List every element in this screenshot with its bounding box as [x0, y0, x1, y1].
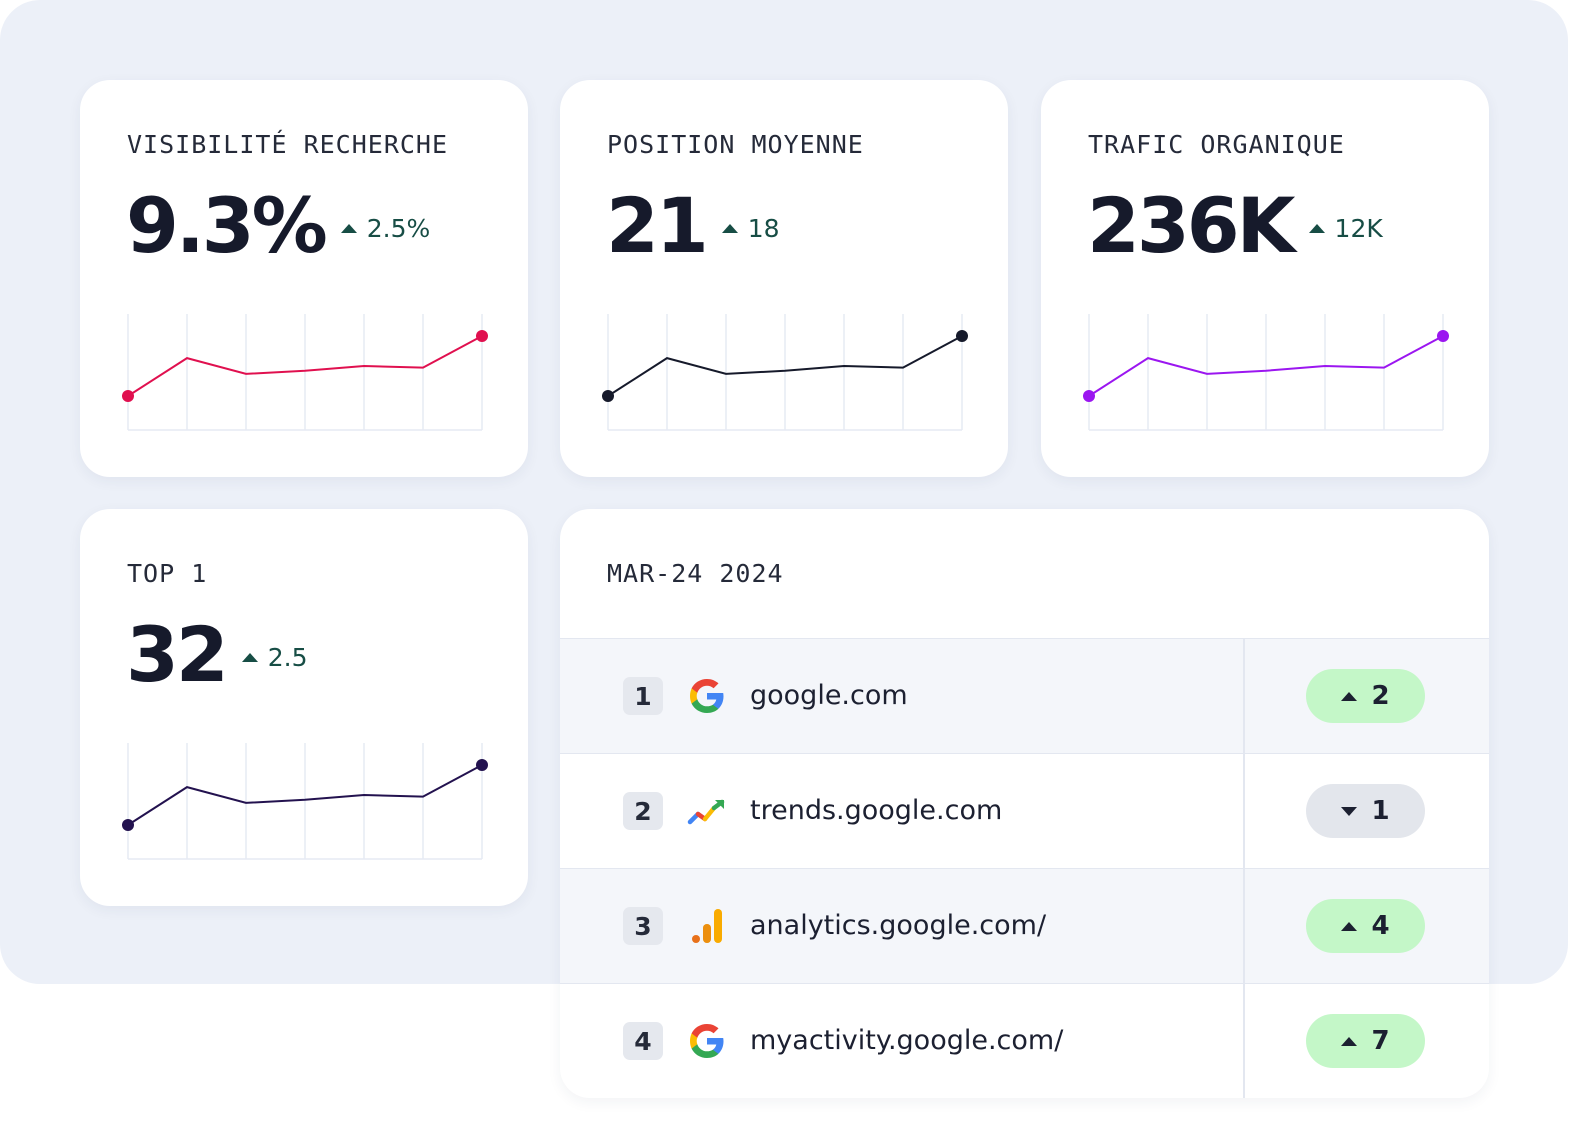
arrow-down-icon — [1341, 806, 1358, 816]
domain-link[interactable]: myactivity.google.com/ — [750, 1025, 1064, 1056]
column-divider — [1243, 869, 1245, 984]
end-point — [476, 759, 488, 771]
trend-line — [127, 764, 483, 826]
table-row[interactable]: 3 analytics.google.com/ 4 — [560, 868, 1489, 984]
start-point — [122, 819, 134, 831]
rank-change-value: 7 — [1371, 1026, 1390, 1056]
domain-link[interactable]: trends.google.com — [750, 795, 1003, 826]
visibility-metric: 9.3% 2.5% — [126, 188, 430, 264]
rank-number: 2 — [623, 792, 663, 830]
arrow-up-icon — [1341, 921, 1358, 931]
domain-link[interactable]: analytics.google.com/ — [750, 910, 1047, 941]
trend-line — [1088, 335, 1444, 397]
position-value: 21 — [606, 181, 709, 270]
position-delta: 18 — [721, 213, 780, 243]
visibility-sparkline — [122, 314, 488, 431]
rank-change-badge: 1 — [1306, 784, 1425, 838]
rank-number: 4 — [623, 1022, 663, 1060]
rank-change-value: 2 — [1371, 681, 1390, 711]
traffic-delta: 12K — [1308, 213, 1383, 243]
position-sparkline — [602, 314, 968, 431]
traffic-card: TRAFIC ORGANIQUE 236K 12K — [1041, 80, 1489, 477]
traffic-metric: 236K 12K — [1087, 188, 1383, 264]
position-metric: 21 18 — [606, 188, 780, 264]
analytics-icon — [692, 909, 722, 943]
traffic-value: 236K — [1087, 181, 1296, 270]
traffic-title: TRAFIC ORGANIQUE — [1088, 130, 1345, 159]
top1-delta-value: 2.5 — [267, 642, 308, 672]
visibility-card: VISIBILITÉ RECHERCHE 9.3% 2.5% — [80, 80, 528, 477]
start-point — [122, 390, 134, 402]
top1-title: TOP 1 — [127, 559, 208, 588]
end-point — [476, 330, 488, 342]
top1-card: TOP 1 32 2.5 — [80, 509, 528, 906]
column-divider — [1243, 984, 1245, 1098]
arrow-up-icon — [1341, 691, 1358, 701]
table-row[interactable]: 4 myactivity.google.com/ 7 — [560, 983, 1489, 1098]
ranking-table-card: MAR-24 2024 1 google.com 2 2 trends.goog… — [560, 509, 1489, 1098]
rank-change-badge: 7 — [1306, 1014, 1425, 1068]
end-point — [956, 330, 968, 342]
domain-link[interactable]: google.com — [750, 680, 908, 711]
rank-change-badge: 4 — [1306, 899, 1425, 953]
trend-up-icon — [340, 223, 357, 233]
column-divider — [1243, 639, 1245, 754]
google-icon — [690, 679, 724, 713]
trend-line — [607, 335, 963, 397]
trend-line — [127, 335, 483, 397]
top1-metric: 32 2.5 — [126, 617, 308, 693]
visibility-value: 9.3% — [126, 181, 328, 270]
top1-value: 32 — [126, 610, 229, 699]
traffic-sparkline — [1083, 314, 1449, 431]
rank-change-badge: 2 — [1306, 669, 1425, 723]
visibility-delta: 2.5% — [340, 213, 431, 243]
rank-number: 3 — [623, 907, 663, 945]
rank-change-value: 4 — [1371, 911, 1390, 941]
ranking-date-title: MAR-24 2024 — [607, 559, 784, 588]
visibility-title: VISIBILITÉ RECHERCHE — [127, 130, 449, 159]
trend-up-icon — [721, 223, 738, 233]
end-point — [1437, 330, 1449, 342]
start-point — [602, 390, 614, 402]
position-title: POSITION MOYENNE — [607, 130, 864, 159]
visibility-delta-value: 2.5% — [366, 213, 431, 243]
traffic-delta-value: 12K — [1334, 213, 1383, 243]
table-row[interactable]: 2 trends.google.com 1 — [560, 753, 1489, 869]
position-card: POSITION MOYENNE 21 18 — [560, 80, 1008, 477]
arrow-up-icon — [1341, 1036, 1358, 1046]
table-row[interactable]: 1 google.com 2 — [560, 638, 1489, 754]
rank-number: 1 — [623, 677, 663, 715]
trends-icon — [687, 799, 725, 825]
trend-up-icon — [241, 652, 258, 662]
top1-sparkline — [122, 743, 488, 860]
position-delta-value: 18 — [747, 213, 780, 243]
trend-up-icon — [1308, 223, 1325, 233]
start-point — [1083, 390, 1095, 402]
column-divider — [1243, 754, 1245, 869]
google-icon — [690, 1024, 724, 1058]
top1-delta: 2.5 — [241, 642, 308, 672]
rank-change-value: 1 — [1371, 796, 1390, 826]
